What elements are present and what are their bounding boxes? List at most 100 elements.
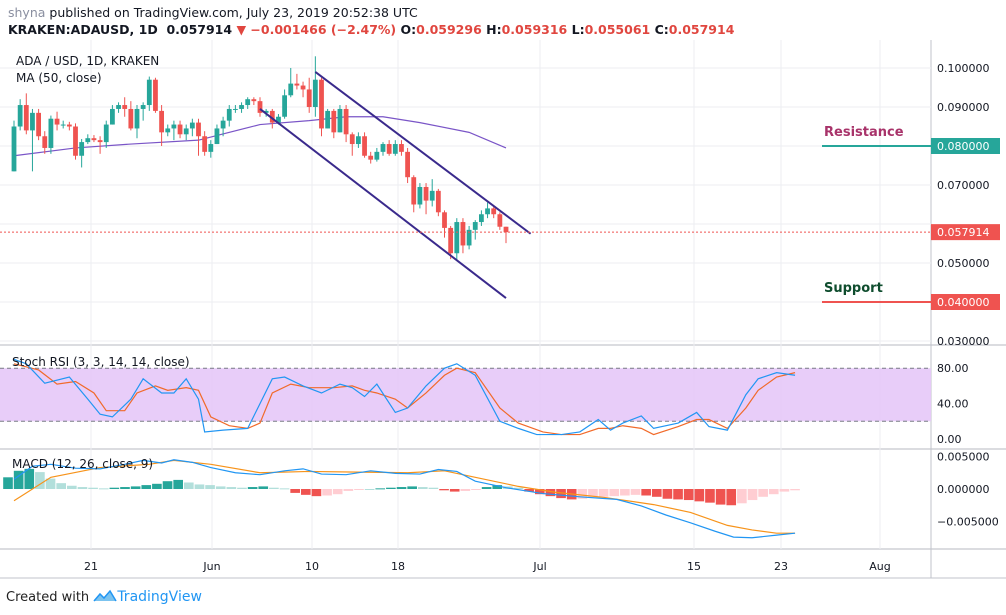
macd-histogram-bar bbox=[524, 489, 534, 492]
macd-histogram-bar bbox=[66, 485, 77, 489]
macd-histogram-bar bbox=[35, 472, 45, 489]
resistance-label: Resistance bbox=[824, 125, 904, 140]
candle-down bbox=[343, 108, 349, 135]
author-name: shyna bbox=[8, 5, 46, 20]
candle-down bbox=[368, 155, 374, 160]
macd-histogram-bar bbox=[88, 487, 98, 489]
open-label: O: bbox=[400, 22, 417, 37]
macd-histogram-bar bbox=[768, 489, 779, 495]
candle-down bbox=[42, 136, 48, 148]
candle-up bbox=[380, 144, 386, 152]
macd-histogram-bar bbox=[269, 487, 279, 489]
macd-histogram-bar bbox=[715, 489, 726, 505]
time-axis-tick: 23 bbox=[774, 560, 788, 573]
chart-canvas[interactable]: 0.100000 0.090000 0.070000 0.050000 0.030000… bbox=[0, 0, 1006, 585]
candle-down bbox=[503, 226, 509, 233]
channel-lower-line bbox=[259, 108, 507, 299]
macd-histogram-bar bbox=[598, 489, 609, 497]
macd-histogram-bar bbox=[513, 487, 524, 489]
candle-up bbox=[146, 79, 152, 106]
macd-histogram-bar bbox=[258, 486, 269, 489]
macd-histogram-bar bbox=[322, 489, 332, 496]
candle-down bbox=[405, 151, 410, 178]
macd-histogram-bar bbox=[651, 489, 662, 497]
candle-down bbox=[306, 89, 312, 107]
macd-histogram-bar bbox=[673, 489, 683, 500]
macd-histogram-bar bbox=[247, 487, 258, 489]
candle-up bbox=[312, 79, 318, 107]
macd-histogram-bar bbox=[758, 489, 768, 497]
macd-histogram-bar bbox=[481, 487, 492, 489]
macd-histogram-bar bbox=[534, 489, 545, 495]
candle-up bbox=[79, 142, 85, 156]
symbol-label: KRAKEN:ADAUSD, 1D bbox=[8, 22, 158, 37]
macd-histogram-bar bbox=[279, 488, 290, 490]
price-tag bbox=[931, 138, 1000, 154]
macd-histogram-bar bbox=[556, 489, 566, 499]
ma50-line bbox=[13, 116, 507, 157]
candle-up bbox=[429, 190, 435, 201]
macd-histogram-bar bbox=[364, 489, 375, 490]
candle-down bbox=[497, 214, 503, 227]
candle-down bbox=[448, 227, 454, 254]
macd-histogram-bar bbox=[609, 489, 620, 497]
macd-histogram-bar bbox=[641, 489, 651, 496]
price-axis-tick: 0.050000 bbox=[937, 257, 990, 270]
macd-histogram-bar bbox=[332, 489, 343, 495]
candle-up bbox=[116, 105, 121, 109]
macd-histogram-bar bbox=[183, 482, 194, 489]
time-axis-tick: Aug bbox=[869, 560, 890, 573]
candle-up bbox=[189, 122, 195, 129]
candle-down bbox=[300, 85, 306, 90]
candle-up bbox=[214, 128, 220, 145]
candle-up bbox=[140, 105, 146, 109]
candle-up bbox=[110, 108, 115, 125]
candle-down bbox=[491, 208, 497, 215]
macd-histogram-bar bbox=[311, 489, 322, 497]
macd-histogram-bar bbox=[56, 483, 66, 489]
high-value: 0.059316 bbox=[501, 22, 568, 37]
macd-histogram-bar bbox=[24, 468, 35, 489]
candle-down bbox=[423, 186, 429, 201]
candle-down bbox=[128, 108, 134, 129]
macd-histogram-bar bbox=[620, 489, 630, 496]
channel-upper-line bbox=[314, 71, 532, 235]
macd-histogram-bar bbox=[77, 487, 88, 489]
macd-histogram-bar bbox=[98, 488, 109, 490]
open-value: 0.059296 bbox=[416, 22, 482, 37]
low-value: 0.055061 bbox=[584, 22, 651, 37]
macd-histogram-bar bbox=[215, 486, 226, 489]
candle-down bbox=[362, 136, 367, 156]
macd-histogram-bar bbox=[3, 477, 13, 489]
macd-histogram-bar bbox=[152, 483, 162, 489]
candle-up bbox=[183, 128, 189, 135]
candle-down bbox=[269, 110, 275, 123]
candle-down bbox=[73, 126, 78, 156]
macd-histogram-bar bbox=[173, 479, 183, 489]
macd-histogram-bar bbox=[354, 489, 364, 490]
stoch-axis-tick: 40.00 bbox=[937, 398, 969, 411]
macd-histogram-bar bbox=[109, 487, 120, 489]
candle-down bbox=[319, 79, 324, 129]
stoch-band bbox=[0, 368, 931, 422]
candle-up bbox=[288, 83, 294, 96]
macd-histogram-bar bbox=[141, 485, 152, 489]
tradingview-brand[interactable]: TradingView bbox=[117, 589, 202, 605]
candle-down bbox=[153, 79, 158, 111]
price-tag-text: 0.057914 bbox=[937, 226, 990, 239]
time-axis-tick: Jul bbox=[532, 560, 546, 573]
created-with-text: Created with bbox=[6, 590, 90, 605]
candle-up bbox=[226, 108, 232, 121]
candle-up bbox=[220, 120, 226, 129]
candle-up bbox=[454, 222, 460, 254]
candle-down bbox=[91, 138, 97, 141]
candle-down bbox=[435, 190, 441, 213]
stoch-rsi-title: Stoch RSI (3, 3, 14, 14, close) bbox=[12, 355, 190, 369]
candle-down bbox=[66, 124, 72, 127]
candle-down bbox=[97, 140, 103, 143]
main-pane-title: ADA / USD, 1D, KRAKEN bbox=[16, 54, 159, 68]
publish-info: shyna published on TradingView.com, July… bbox=[8, 5, 418, 20]
price-tag-text: 0.080000 bbox=[937, 140, 990, 153]
macd-histogram-bar bbox=[205, 485, 215, 489]
macd-histogram-bar bbox=[630, 489, 641, 495]
